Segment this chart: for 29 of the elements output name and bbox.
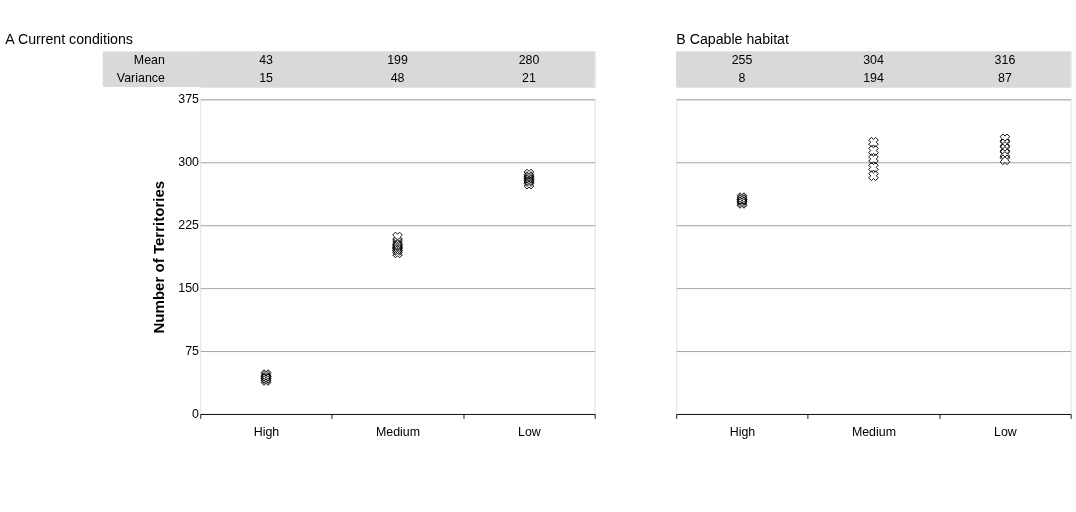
x-tick-label: Medium [375,424,420,439]
y-tick-label: 0 [192,407,200,422]
text: 304 [863,52,884,67]
y-tick-label: 375 [178,92,200,107]
x-tick-label: High [729,424,756,439]
text: 199 [387,52,408,67]
y-axis-title: Number of Territories [150,180,168,334]
chart-title: B Capable habitat [676,30,789,47]
x-tick-label: Low [518,424,541,439]
text: A Current conditions [5,30,133,47]
text: 280 [518,52,540,67]
y-tick-label: 75 [185,344,200,359]
text: 43 [259,52,274,67]
text: 21 [522,70,536,85]
text: Mean [133,52,165,67]
text: Variance [116,70,165,85]
text: 8 [738,70,746,85]
text: 255 [731,52,753,67]
x-tick-label: High [253,424,280,439]
x-tick-label: Medium [851,424,896,439]
text: 48 [390,70,405,85]
y-tick-label: 300 [178,155,200,170]
text: 87 [998,70,1012,85]
text: 194 [863,70,884,85]
y-tick-label: 150 [178,281,200,296]
y-tick-label: 225 [178,218,200,233]
text: 316 [994,52,1016,67]
text: 15 [259,70,274,85]
x-tick-label: Low [994,424,1017,439]
